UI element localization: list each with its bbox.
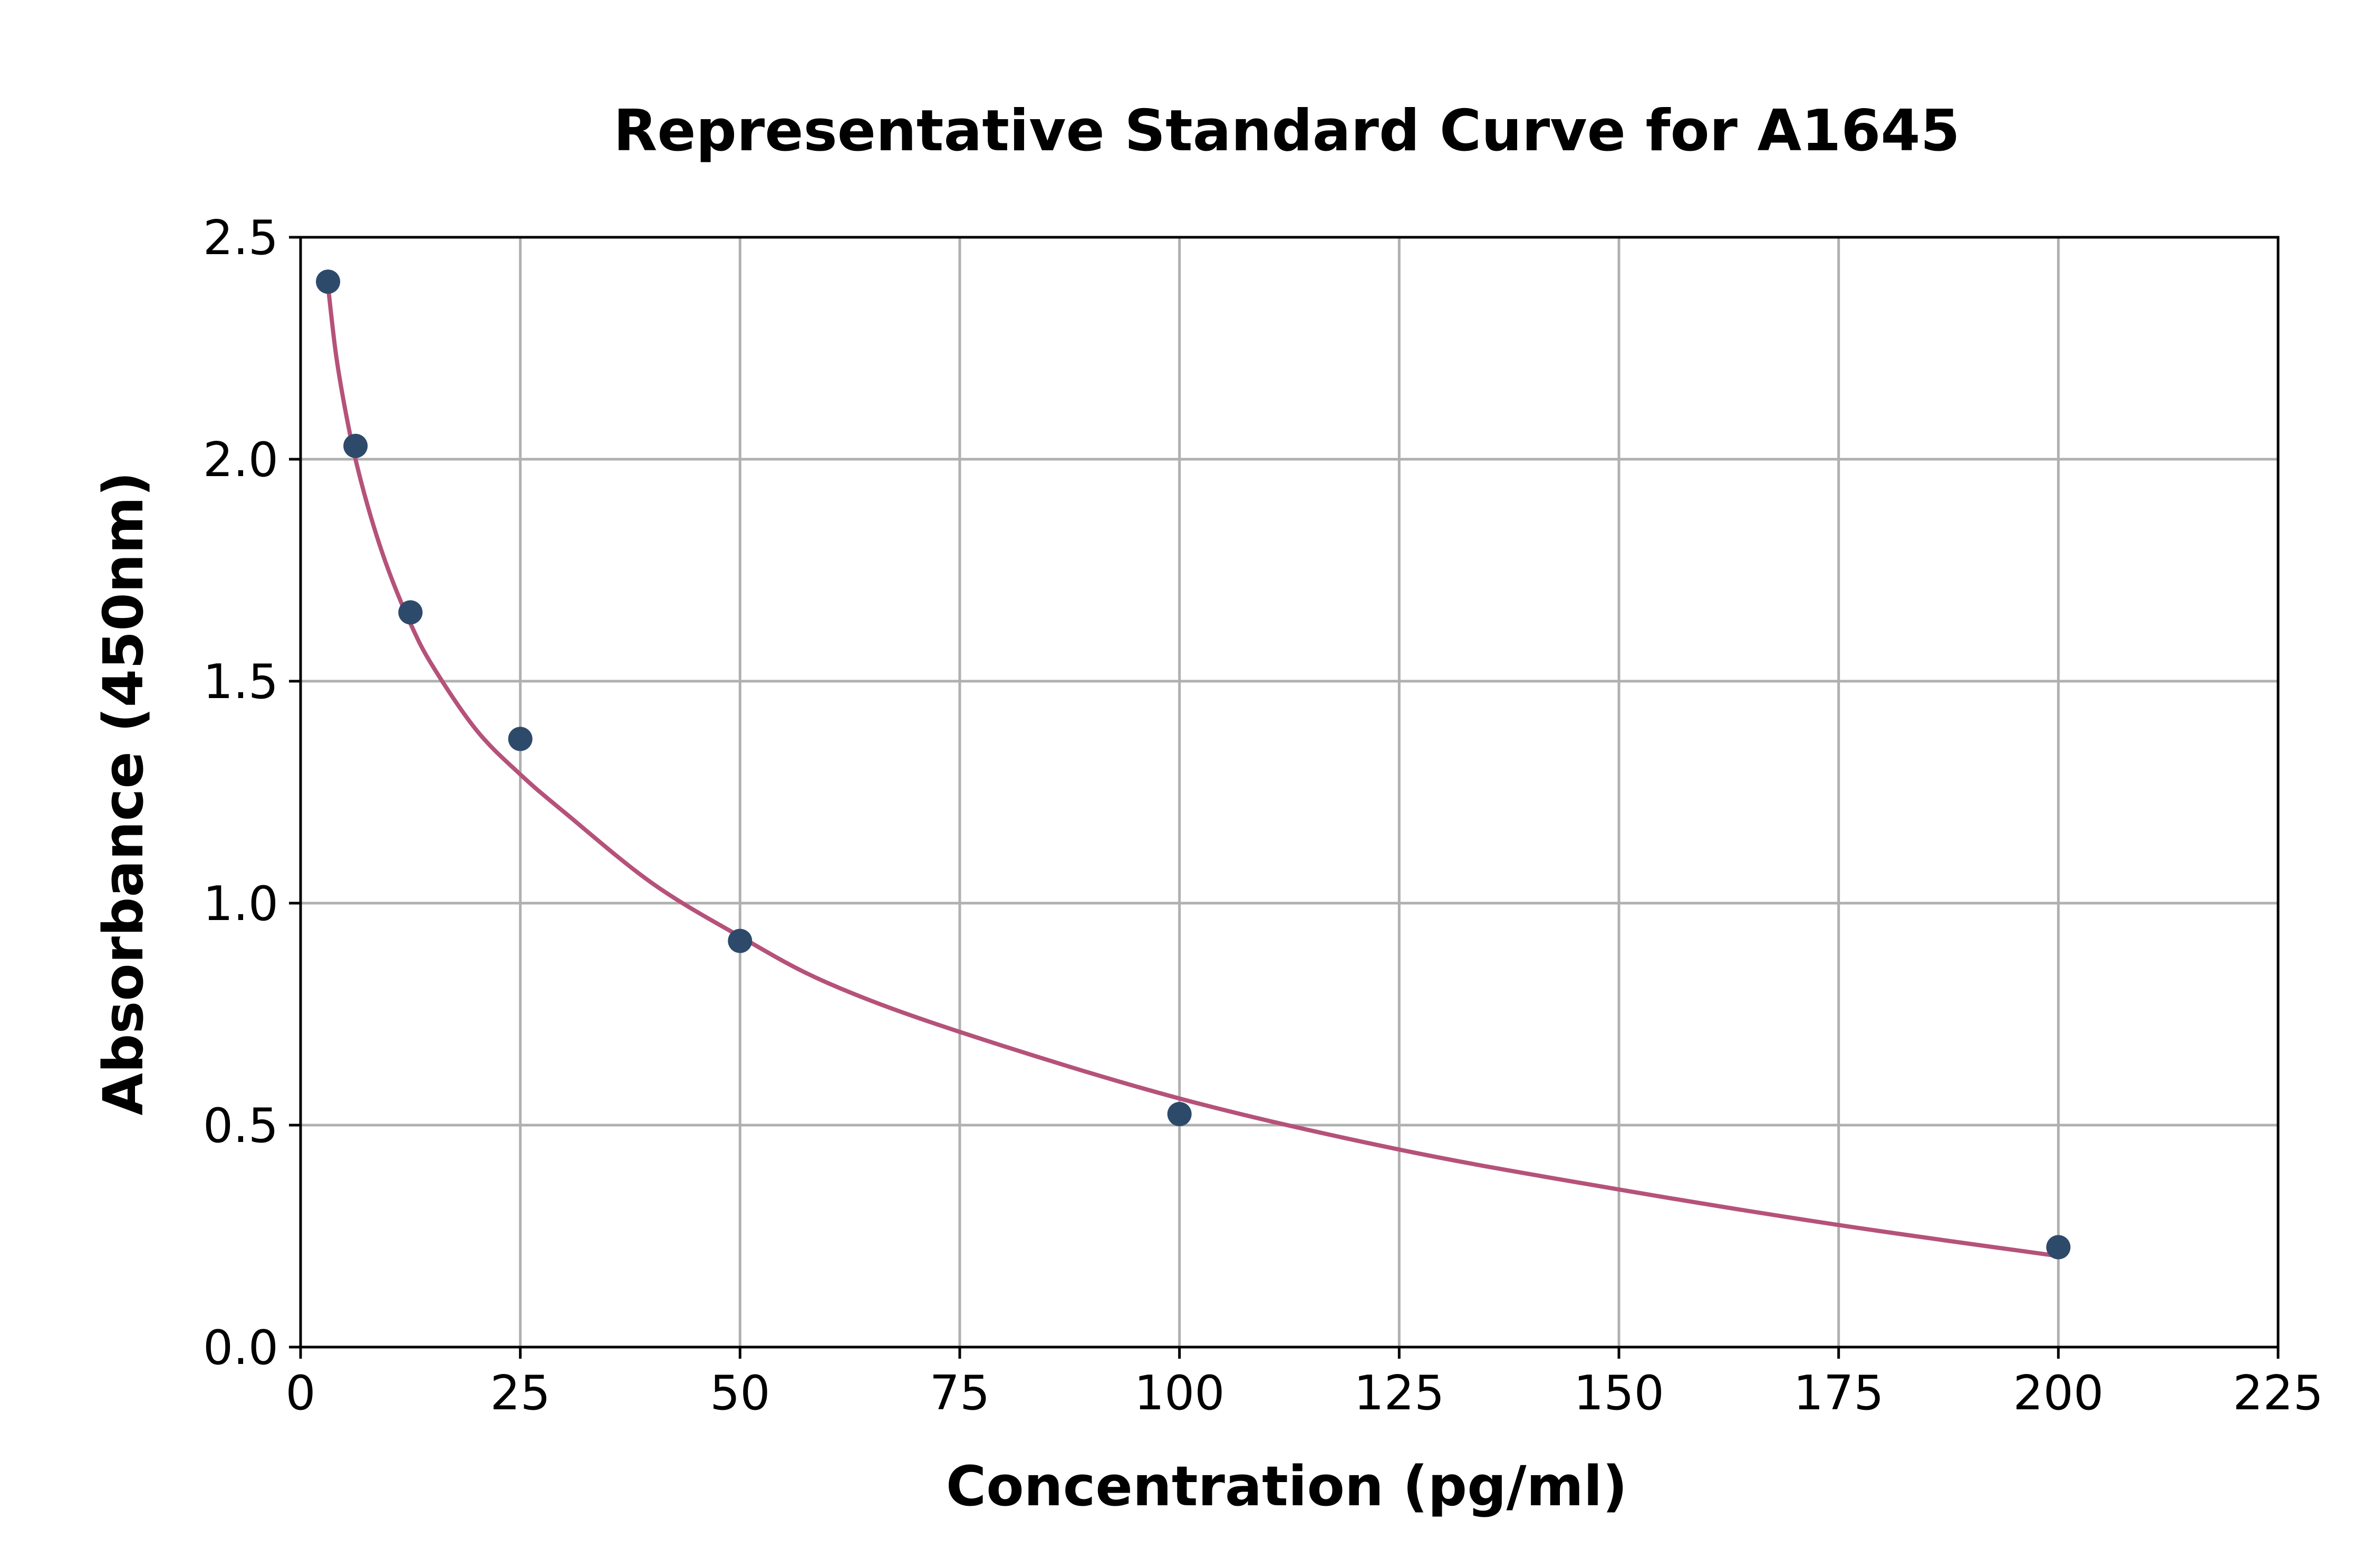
data-point	[2046, 1235, 2071, 1260]
y-tick-label: 0.0	[203, 1320, 278, 1376]
x-tick-label: 75	[930, 1366, 990, 1421]
ticks-layer: 0 25 50 75 100 125 150 175 200 225 0.0 0.5 1.0 1.5 2.0…	[203, 210, 2323, 1421]
data-point	[343, 433, 368, 458]
x-axis-label: Concentration (pg/ml)	[946, 1454, 1627, 1518]
points-layer	[316, 269, 2071, 1260]
y-tick-label: 2.5	[203, 210, 278, 266]
x-tick-label: 150	[1574, 1366, 1664, 1421]
curve-layer	[326, 284, 2061, 1259]
x-tick-label: 175	[1793, 1366, 1884, 1421]
data-point	[1167, 1101, 1192, 1126]
x-tick-label: 225	[2233, 1366, 2323, 1421]
chart-title: Representative Standard Curve for A1645	[613, 98, 1960, 164]
x-tick-label: 125	[1354, 1366, 1444, 1421]
fit-curve-line	[326, 284, 2061, 1259]
x-tick-label: 25	[490, 1366, 551, 1421]
grid-layer	[299, 236, 2280, 1349]
x-tick-label: 50	[710, 1366, 770, 1421]
plot-frame	[299, 236, 2280, 1349]
y-tick-label: 2.0	[203, 432, 278, 488]
y-axis-label: Absorbance (450nm)	[91, 471, 156, 1115]
data-point	[398, 600, 423, 625]
x-tick-label: 0	[285, 1366, 315, 1421]
data-point	[508, 727, 533, 751]
data-point	[316, 269, 341, 294]
data-point	[728, 928, 753, 953]
x-tick-label: 200	[2013, 1366, 2104, 1421]
x-tick-label: 100	[1134, 1366, 1225, 1421]
y-tick-label: 1.5	[203, 654, 278, 710]
y-tick-label: 1.0	[203, 876, 278, 932]
y-tick-label: 0.5	[203, 1098, 278, 1154]
